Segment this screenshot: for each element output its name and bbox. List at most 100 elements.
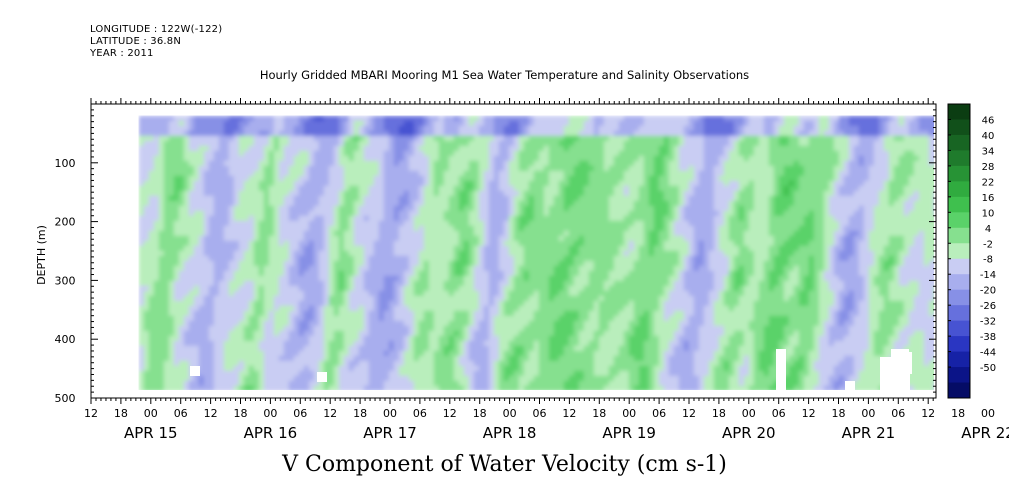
heat-cell bbox=[433, 335, 440, 342]
heat-cell bbox=[288, 255, 295, 262]
latitude-label: LATITUDE : 36.8N bbox=[90, 36, 182, 47]
heat-cell bbox=[188, 340, 195, 347]
heat-cell bbox=[408, 125, 415, 132]
heat-cell bbox=[348, 295, 355, 302]
heat-cell bbox=[533, 215, 540, 222]
heat-cell bbox=[498, 200, 505, 207]
heat-cell bbox=[238, 325, 245, 332]
heat-cell bbox=[523, 170, 530, 177]
heat-cell bbox=[563, 185, 570, 192]
heat-cell bbox=[333, 295, 340, 302]
heat-cell bbox=[168, 365, 175, 372]
heat-cell bbox=[358, 120, 365, 127]
heat-cell bbox=[428, 270, 435, 277]
heat-cell bbox=[278, 285, 285, 292]
heat-cell bbox=[538, 120, 545, 127]
heat-cell bbox=[433, 275, 440, 282]
heat-cell bbox=[453, 210, 460, 217]
heat-cell bbox=[163, 300, 170, 307]
heat-cell bbox=[283, 210, 290, 217]
heat-cell bbox=[448, 315, 455, 322]
heat-cell bbox=[193, 260, 200, 267]
heat-cell bbox=[423, 135, 430, 142]
heat-cell bbox=[428, 380, 435, 387]
heat-cell bbox=[228, 295, 235, 302]
heat-cell bbox=[553, 295, 560, 302]
heat-cell bbox=[138, 285, 145, 292]
heat-cell bbox=[588, 240, 595, 247]
heat-cell bbox=[243, 225, 250, 232]
heat-cell bbox=[288, 215, 295, 222]
heat-cell bbox=[473, 365, 480, 372]
heat-cell bbox=[363, 290, 370, 297]
heat-cell bbox=[388, 290, 395, 297]
heat-cell bbox=[208, 260, 215, 267]
heat-cell bbox=[438, 315, 445, 322]
heat-cell bbox=[338, 130, 345, 137]
heat-cell bbox=[583, 380, 590, 387]
heat-cell bbox=[503, 335, 510, 342]
heat-cell bbox=[238, 305, 245, 312]
heat-cell bbox=[413, 160, 420, 167]
heat-cell bbox=[498, 345, 505, 352]
heat-cell bbox=[233, 325, 240, 332]
heat-cell bbox=[583, 315, 590, 322]
heat-cell bbox=[558, 150, 565, 157]
heat-cell bbox=[513, 155, 520, 162]
heat-cell bbox=[473, 210, 480, 217]
heat-cell bbox=[448, 195, 455, 202]
heat-cell bbox=[288, 175, 295, 182]
heat-cell bbox=[423, 210, 430, 217]
heat-cell bbox=[243, 355, 250, 362]
heat-cell bbox=[573, 310, 580, 317]
heat-cell bbox=[163, 210, 170, 217]
heat-cell bbox=[333, 145, 340, 152]
heat-cell bbox=[523, 160, 530, 167]
heat-cell bbox=[193, 145, 200, 152]
heat-cell bbox=[248, 185, 255, 192]
heat-cell bbox=[148, 370, 155, 377]
heat-cell bbox=[383, 120, 390, 127]
heat-cell bbox=[473, 265, 480, 272]
heat-cell bbox=[523, 335, 530, 342]
heat-cell bbox=[273, 365, 280, 372]
heat-cell bbox=[438, 360, 445, 367]
heat-cell bbox=[148, 290, 155, 297]
heat-cell bbox=[218, 140, 225, 147]
heat-cell bbox=[193, 335, 200, 342]
heat-cell bbox=[318, 175, 325, 182]
heat-cell bbox=[283, 250, 290, 257]
heat-cell bbox=[228, 335, 235, 342]
heat-cell bbox=[498, 220, 505, 227]
heat-cell bbox=[263, 340, 270, 347]
heat-cell bbox=[488, 340, 495, 347]
heat-cell bbox=[283, 175, 290, 182]
heat-cell bbox=[173, 315, 180, 322]
heat-cell bbox=[363, 135, 370, 142]
heat-cell bbox=[278, 335, 285, 342]
heat-cell bbox=[233, 255, 240, 262]
heat-cell bbox=[353, 150, 360, 157]
heat-cell bbox=[448, 215, 455, 222]
heat-cell bbox=[313, 185, 320, 192]
heat-cell bbox=[578, 200, 585, 207]
heat-cell bbox=[303, 285, 310, 292]
heat-cell bbox=[293, 210, 300, 217]
heat-cell bbox=[153, 350, 160, 357]
heat-cell bbox=[478, 185, 485, 192]
heat-cell bbox=[403, 250, 410, 257]
heat-cell bbox=[513, 215, 520, 222]
heat-cell bbox=[328, 190, 335, 197]
heat-cell bbox=[438, 140, 445, 147]
heat-cell bbox=[438, 195, 445, 202]
heat-cell bbox=[168, 355, 175, 362]
heat-cell bbox=[243, 345, 250, 352]
heat-cell bbox=[348, 275, 355, 282]
heat-cell bbox=[218, 275, 225, 282]
heat-cell bbox=[208, 235, 215, 242]
heat-cell bbox=[573, 220, 580, 227]
heat-cell bbox=[378, 255, 385, 262]
heat-cell bbox=[583, 180, 590, 187]
heat-cell bbox=[473, 300, 480, 307]
heat-cell bbox=[198, 200, 205, 207]
